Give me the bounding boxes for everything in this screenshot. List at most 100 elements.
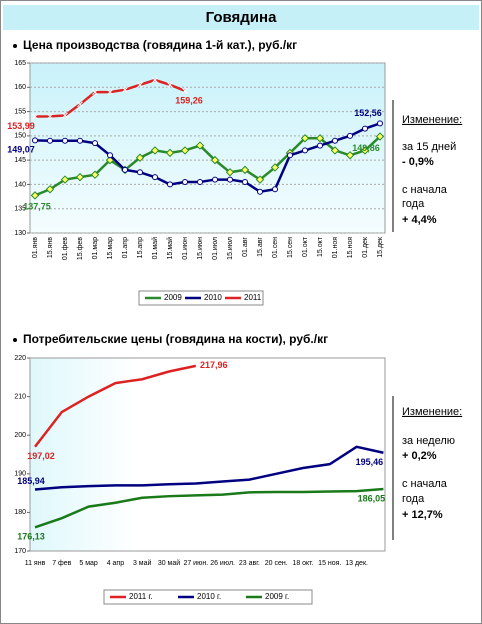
y-tick-label: 160 [14,84,26,91]
value-label: 197,02 [27,451,55,461]
x-tick-label: 30 май [158,559,180,567]
x-tick-label: 4 апр [107,560,125,567]
chart-title: Потребительские цены (говядина на кости)… [23,332,328,346]
value-label: 185,94 [17,476,45,486]
x-tick-label: 01.апр [122,237,129,258]
x-tick-label: 01.июл [212,237,219,260]
note-text: с начала [402,478,448,490]
note-text: Изменение: [402,406,462,418]
y-tick-label: 130 [14,230,26,237]
marker [242,179,248,185]
marker [197,179,203,185]
marker [167,82,173,88]
marker [195,141,205,150]
note-text: - 0,9% [402,156,434,168]
y-tick-label: 170 [14,548,26,555]
marker [240,165,250,175]
value-label: 149,07 [7,145,35,155]
x-tick-label: 15.окт [317,236,324,257]
x-tick-label: 18 окт. [292,560,313,567]
marker [300,134,310,143]
marker [47,113,53,120]
y-tick-label: 140 [14,181,26,188]
marker [272,186,278,193]
marker [30,191,40,200]
marker [302,147,308,154]
x-tick-label: 20 сен. [265,560,288,567]
x-tick-label: 01.окт [302,236,309,257]
x-tick-label: 23 авг. [239,560,260,567]
y-tick-label: 200 [14,432,26,439]
value-label: 176,13 [17,532,45,542]
marker [32,137,38,144]
x-tick-label: 15.июн [197,237,204,260]
marker [345,151,355,160]
x-tick-label: 01.фев [62,237,69,260]
x-tick-label: 15.сен [287,237,294,258]
series-line [34,487,384,529]
marker [92,140,98,147]
marker [315,134,325,143]
x-tick-label: 26 июл. [210,560,235,567]
series-line [34,445,384,491]
marker [182,88,188,94]
x-tick-label: 11 янв [25,560,46,567]
plot-area [29,357,386,552]
x-tick-label: 5 мар [79,560,98,567]
x-tick-label: 01.май [151,237,159,259]
marker [212,176,218,183]
x-tick-label: 15.апр [137,237,144,258]
marker [317,142,323,149]
marker [107,89,113,95]
note-text: + 4,4% [402,214,437,226]
marker [377,120,383,127]
y-tick-label: 150 [14,133,26,140]
legend-label: 2011 г. [129,592,153,601]
x-tick-label: 3 май [133,559,152,567]
x-tick-label: 01.ноя [332,237,339,258]
y-tick-label: 165 [14,60,26,67]
marker [152,77,158,83]
marker [92,89,98,95]
note-text: с начала [402,184,448,196]
bullet [13,44,17,48]
legend-label: 2009 [164,293,182,302]
marker [287,152,293,159]
legend-box [138,290,264,306]
marker [137,169,143,176]
y-tick-label: 190 [14,471,26,478]
bullet [13,338,17,342]
value-label: 159,26 [175,95,203,105]
marker [210,155,220,165]
x-tick-label: 01.мар [92,237,99,259]
marker [165,148,175,158]
marker [332,137,338,144]
marker [75,172,85,182]
x-tick-label: 15.янв [47,237,54,258]
value-label: 149,86 [352,143,380,153]
marker [60,175,70,184]
x-tick-label: 15.фев [77,237,84,260]
x-tick-label: 15.дек [377,236,384,258]
x-tick-label: 13 дек. [345,560,368,567]
value-label: 153,99 [7,121,35,131]
marker [257,188,263,195]
marker [225,168,235,177]
note-text: года [402,198,425,210]
marker [227,176,233,183]
marker [45,185,55,194]
marker [32,113,38,120]
x-tick-label: 15.июл [227,237,234,260]
marker [90,170,100,179]
x-tick-label: 15 ноя. [318,560,341,567]
marker [62,137,68,144]
value-label: 137,75 [23,202,51,212]
note-text: + 12,7% [402,509,443,521]
x-tick-label: 7 фев [52,560,71,567]
note-text: + 0,2% [402,450,437,462]
x-tick-label: 15.ноя [347,237,354,258]
note-text: года [402,493,425,505]
x-tick-label: 15.авг [257,237,264,257]
marker [77,137,83,144]
legend-box [103,589,313,605]
